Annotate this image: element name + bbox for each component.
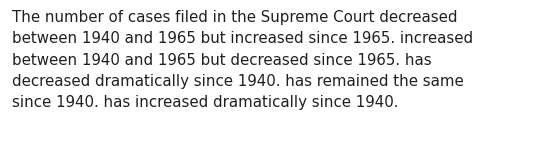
Text: The number of cases filed in the Supreme Court decreased
between 1940 and 1965 b: The number of cases filed in the Supreme… — [12, 10, 473, 110]
